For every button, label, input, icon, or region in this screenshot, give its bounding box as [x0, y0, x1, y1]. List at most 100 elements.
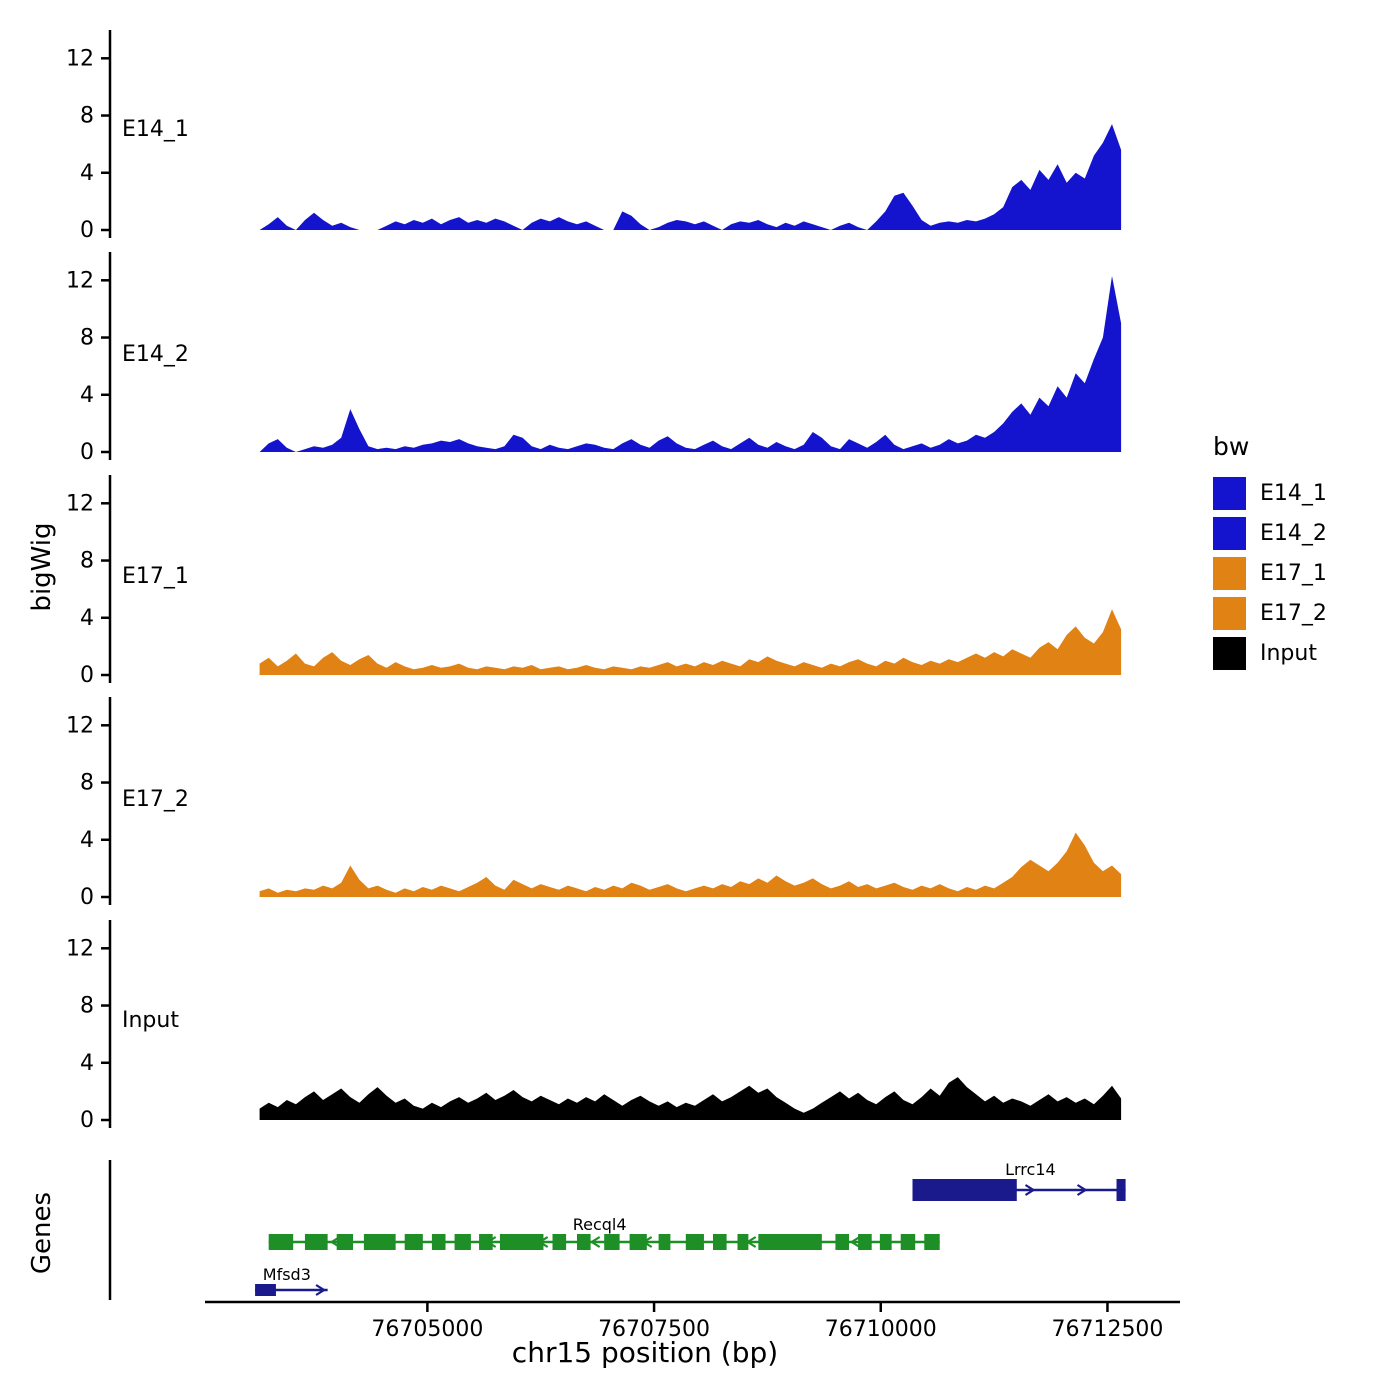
legend-item: Input — [1213, 637, 1393, 670]
coverage-area-E14_2 — [259, 276, 1122, 452]
y-tick-label: 8 — [80, 549, 94, 574]
strand-arrow — [315, 1284, 327, 1296]
y-tick-label: 4 — [80, 1051, 94, 1076]
strand-arrow — [1076, 1184, 1088, 1196]
legend-item-label: E17_1 — [1260, 561, 1327, 586]
y-tick-label: 8 — [80, 771, 94, 796]
strand-arrow — [1024, 1184, 1036, 1196]
gene-Lrrc14: Lrrc14 — [912, 1160, 1126, 1201]
track-label-e17-1: E17_1 — [122, 564, 189, 589]
gene-Recql4: Recql4 — [268, 1215, 940, 1250]
track-panel-E17_2: 0 4 8 12 — [66, 697, 1122, 910]
track-panel-E14_1: 0 4 8 12 — [66, 30, 1122, 243]
legend-item: E17_2 — [1213, 597, 1393, 630]
y-tick-label: 12 — [66, 46, 94, 71]
y-tick-label: 8 — [80, 994, 94, 1019]
y-tick-label: 0 — [80, 218, 94, 243]
y-tick-label: 0 — [80, 1108, 94, 1133]
x-tick-label: 76707500 — [598, 1317, 710, 1342]
coverage-area-E17_1 — [259, 609, 1122, 675]
exon-box — [431, 1234, 446, 1250]
legend-item: E17_1 — [1213, 557, 1393, 590]
y-tick-label: 4 — [80, 606, 94, 631]
y-tick-label: 0 — [80, 885, 94, 910]
y-tick-label: 12 — [66, 713, 94, 738]
y-tick-label: 4 — [80, 161, 94, 186]
genes-axis-title: Genes — [27, 1191, 57, 1275]
track-label-e17-2: E17_2 — [122, 787, 189, 812]
track-panel-E14_2: 0 4 8 12 — [66, 252, 1122, 465]
track-label-e14-2: E14_2 — [122, 342, 189, 367]
legend-item: E14_1 — [1213, 477, 1393, 510]
legend: bw E14_1 E14_2 E17_1 E17_2 Input — [1213, 432, 1393, 677]
exon-box — [255, 1284, 276, 1296]
strand-arrow — [589, 1236, 601, 1248]
legend-item-label: E17_2 — [1260, 601, 1327, 626]
exon-box — [629, 1234, 647, 1250]
legend-swatch — [1213, 637, 1246, 670]
y-tick-label: 0 — [80, 440, 94, 465]
exon-box — [900, 1234, 916, 1250]
y-tick-label: 12 — [66, 936, 94, 961]
genes-panel: Lrrc14 Recql4 Mfsd3 — [108, 1160, 1126, 1300]
legend-swatch — [1213, 597, 1246, 630]
gene-label: Mfsd3 — [263, 1265, 311, 1284]
legend-item-label: Input — [1260, 641, 1317, 666]
y-tick-label: 8 — [80, 104, 94, 129]
exon-box — [363, 1234, 396, 1250]
coverage-area-E14_1 — [259, 124, 1122, 230]
exon-box — [912, 1179, 1017, 1201]
x-axis: 76705000 76707500 76710000 76712500 — [205, 1300, 1180, 1342]
exon-box — [404, 1234, 423, 1250]
track-panel-E17_1: 0 4 8 12 — [66, 475, 1122, 688]
legend-item: E14_2 — [1213, 517, 1393, 550]
y-tick-label: 12 — [66, 491, 94, 516]
exon-box — [454, 1234, 471, 1250]
y-tick-label: 0 — [80, 663, 94, 688]
track-panel-Input: 0 4 8 12 — [66, 920, 1122, 1133]
exon-box — [758, 1234, 822, 1250]
exon-box — [835, 1234, 850, 1250]
y-tick-label: 8 — [80, 326, 94, 351]
exon-box — [552, 1234, 567, 1250]
exon-box — [499, 1234, 544, 1250]
exon-box — [604, 1234, 620, 1250]
exon-box — [1116, 1179, 1126, 1201]
legend-item-label: E14_1 — [1260, 481, 1327, 506]
y-tick-label: 4 — [80, 383, 94, 408]
exon-box — [479, 1234, 493, 1250]
x-tick-label: 76712500 — [1051, 1317, 1163, 1342]
exon-box — [858, 1234, 872, 1250]
gene-label: Recql4 — [573, 1215, 627, 1234]
track-label-input: Input — [122, 1008, 179, 1033]
exon-box — [685, 1234, 704, 1250]
legend-title: bw — [1213, 432, 1250, 461]
coverage-area-Input — [259, 1077, 1122, 1120]
y-tick-label: 12 — [66, 268, 94, 293]
exon-box — [737, 1234, 749, 1250]
x-tick-label: 76705000 — [371, 1317, 483, 1342]
strand-arrow — [849, 1236, 861, 1248]
x-axis-title: chr15 position (bp) — [511, 1336, 779, 1369]
y-tick-label: 4 — [80, 828, 94, 853]
exon-box — [713, 1234, 727, 1250]
coverage-area-E17_2 — [259, 832, 1122, 897]
gene-label: Lrrc14 — [1005, 1160, 1056, 1179]
legend-swatch — [1213, 477, 1246, 510]
exon-box — [924, 1234, 940, 1250]
exon-box — [658, 1234, 671, 1250]
legend-item-label: E14_2 — [1260, 521, 1327, 546]
exon-box — [304, 1234, 328, 1250]
legend-swatch — [1213, 557, 1246, 590]
track-label-e14-1: E14_1 — [122, 117, 189, 142]
gene-Mfsd3: Mfsd3 — [255, 1265, 328, 1296]
y-axis-title: bigWig — [27, 522, 57, 612]
x-tick-label: 76710000 — [825, 1317, 937, 1342]
exon-box — [879, 1234, 892, 1250]
exon-box — [576, 1234, 591, 1250]
legend-swatch — [1213, 517, 1246, 550]
exon-box — [336, 1234, 354, 1250]
exon-box — [268, 1234, 294, 1250]
